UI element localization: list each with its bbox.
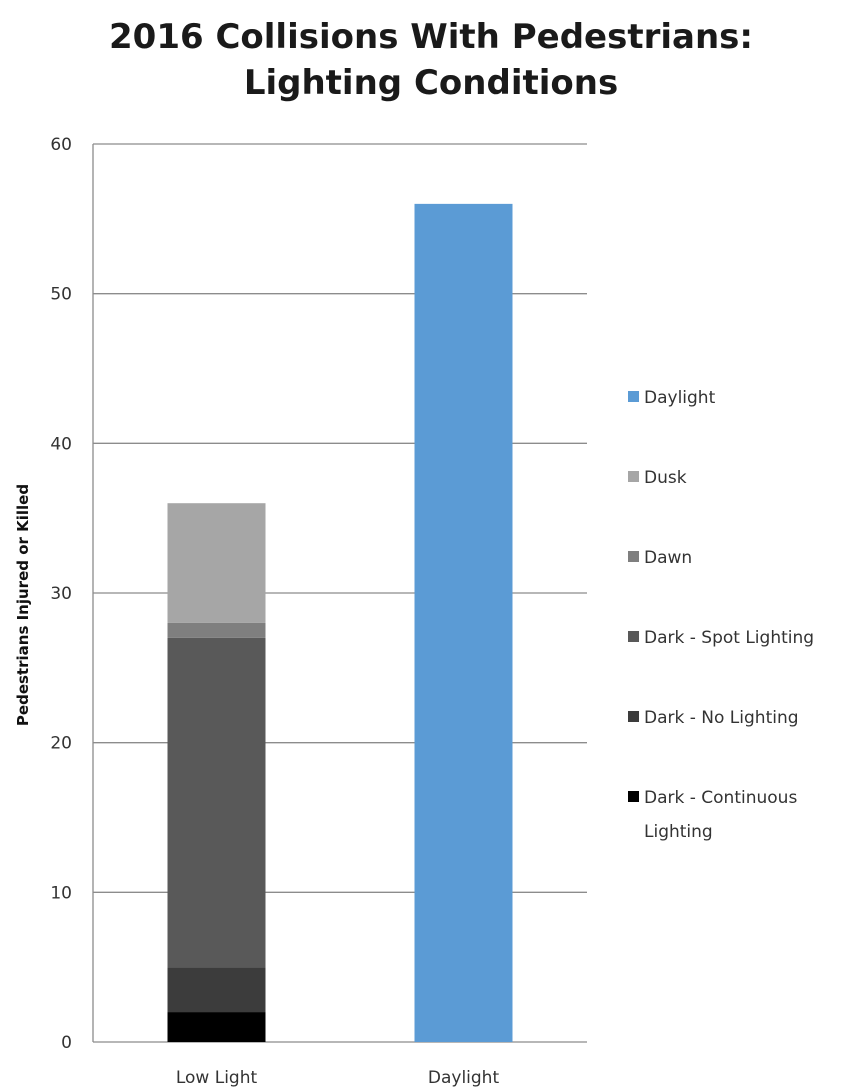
bar-low-light-dark-spot-lighting [167, 637, 266, 968]
legend-swatch [628, 711, 639, 722]
legend-label: Daylight [644, 388, 716, 408]
bar-low-light-dark-no-lighting [167, 967, 266, 1013]
chart-title: 2016 Collisions With Pedestrians: Lighti… [0, 14, 862, 106]
y-tick-label: 60 [50, 135, 72, 155]
x-category-label: Daylight [428, 1068, 500, 1088]
y-tick-label: 0 [61, 1033, 72, 1053]
legend-swatch [628, 791, 639, 802]
legend-swatch [628, 391, 639, 402]
legend-label: Dusk [644, 468, 687, 488]
chart-title-line-2: Lighting Conditions [243, 63, 619, 103]
legend-swatch [628, 471, 639, 482]
legend-swatch [628, 551, 639, 562]
axes: 0 10 20 30 40 50 60 Low Light Daylight Pedestrian… [14, 135, 499, 1088]
legend-label: Dark - Spot Lighting [644, 628, 814, 648]
gridlines [93, 143, 587, 1043]
bar-low-light-dawn [167, 622, 266, 638]
y-tick-label: 40 [50, 434, 72, 454]
legend-label: Lighting [644, 822, 713, 842]
legend: Daylight Dusk Dawn Dark - Spot Lighting Dark… [628, 388, 814, 842]
y-tick-label: 30 [50, 584, 72, 604]
legend-label: Dawn [644, 548, 692, 568]
legend-label: Dark - Continuous [644, 788, 797, 808]
bar-low-light-dusk [167, 503, 266, 623]
y-tick-label: 10 [50, 883, 72, 903]
bar-low-light-dark-continuous-lighting [167, 1012, 266, 1042]
y-tick-label: 50 [50, 285, 72, 305]
bar-daylight-daylight [414, 203, 513, 1042]
y-tick-label: 20 [50, 734, 72, 754]
y-axis-title: Pedestrians Injured or Killed [14, 484, 32, 726]
chart-title-line-1: 2016 Collisions With Pedestrians: [109, 17, 753, 57]
bars [167, 203, 513, 1042]
legend-swatch [628, 631, 639, 642]
x-category-label: Low Light [176, 1068, 258, 1088]
legend-label: Dark - No Lighting [644, 708, 799, 728]
